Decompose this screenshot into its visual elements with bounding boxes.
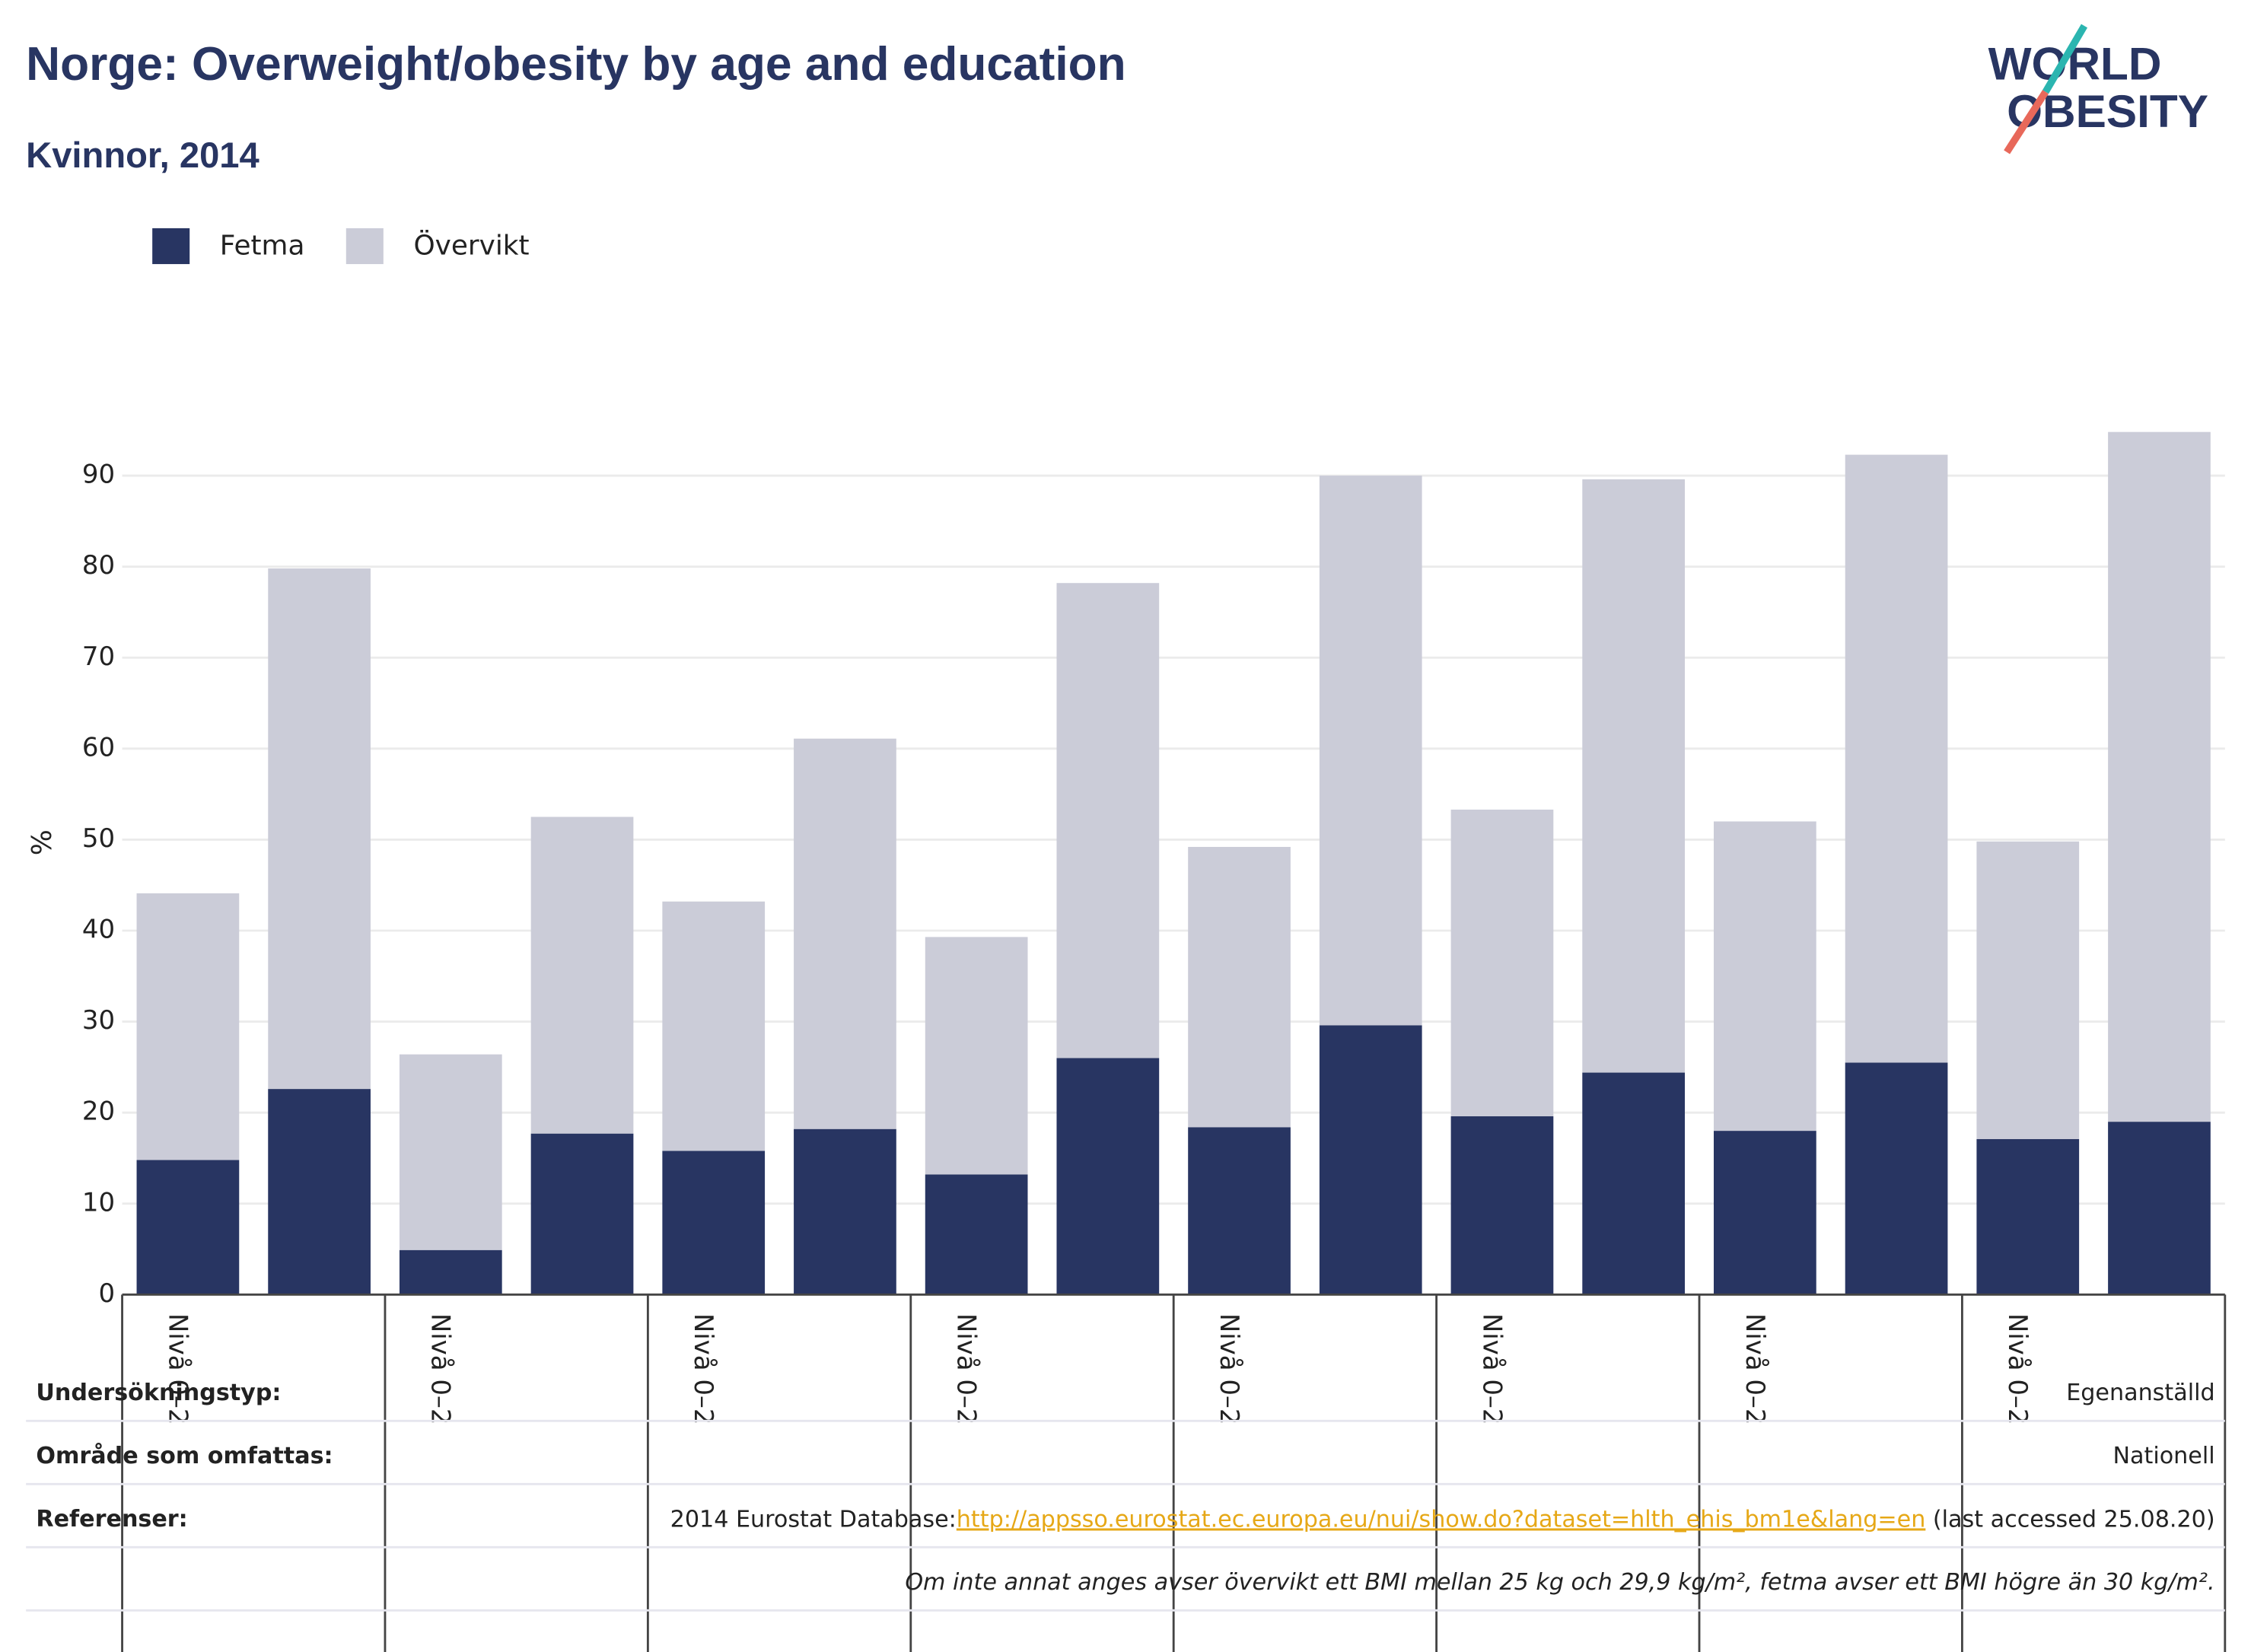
logo: WORLD OBESITY — [1988, 24, 2208, 154]
bar-segment — [1319, 476, 1422, 1026]
legend-label: Fetma — [220, 230, 305, 261]
y-tick-label: 40 — [82, 915, 115, 945]
bar-segment — [2108, 431, 2211, 1122]
bar-segment — [268, 1089, 371, 1295]
bar-segment — [136, 893, 240, 1160]
bar-segment — [1845, 1062, 1948, 1295]
x-tick-label: Nivå 0–2 — [1214, 1313, 1244, 1425]
bar-segment — [925, 1174, 1028, 1295]
reference-prefix: 2014 Eurostat Database: — [670, 1506, 957, 1533]
legend-label: Övervikt — [413, 229, 529, 261]
x-tick-label: Nivå 0–2 — [688, 1313, 718, 1425]
chart-subtitle: Kvinnor, 2014 — [26, 135, 259, 175]
info-label: Undersökningstyp: — [36, 1380, 281, 1406]
logo-slash — [2004, 90, 2049, 154]
bar-segment — [1845, 454, 1948, 1063]
bar-segment — [1450, 1116, 1554, 1295]
reference-suffix: (last accessed 25.08.20) — [1925, 1506, 2214, 1533]
bar-segment — [662, 901, 766, 1151]
bar-segment — [1188, 1127, 1291, 1295]
info-label: Område som omfattas: — [36, 1442, 333, 1469]
bar-segment — [1976, 1138, 2080, 1295]
y-tick-label: 30 — [82, 1005, 115, 1036]
bar-segment — [662, 1151, 766, 1295]
y-tick-label: 50 — [82, 823, 115, 854]
bar-segment — [136, 1160, 240, 1295]
info-label: Referenser: — [36, 1506, 187, 1533]
info-value: Egenanställd — [2066, 1380, 2214, 1406]
bar-segment — [1056, 1058, 1160, 1295]
x-tick-label: Nivå 0–2 — [425, 1313, 456, 1425]
y-tick-label: 60 — [82, 732, 115, 762]
bar-segment — [530, 1133, 634, 1295]
legend-swatch — [345, 228, 384, 265]
bar-segment — [794, 1128, 896, 1295]
y-axis-label: % — [27, 829, 58, 855]
y-tick-label: 90 — [82, 460, 115, 490]
bar-segment — [399, 1054, 502, 1250]
x-tick-label: Nivå 0–2 — [162, 1313, 193, 1425]
bar-segment — [925, 937, 1028, 1175]
reference: 2014 Eurostat Database:http://appsso.eur… — [670, 1506, 2215, 1533]
bar-segment — [1582, 479, 1686, 1073]
logo-slash — [2042, 24, 2088, 94]
chart-title: Norge: Overweight/obesity by age and edu… — [26, 38, 1126, 91]
x-tick-label: Nivå 0–2 — [951, 1313, 982, 1425]
bar-segment — [1056, 583, 1160, 1058]
bar-segment — [1976, 841, 2080, 1139]
bar-segment — [1450, 809, 1554, 1116]
bar-segment — [1319, 1025, 1422, 1295]
note: Om inte annat anges avser övervikt ett B… — [905, 1569, 2214, 1596]
y-tick-label: 70 — [82, 641, 115, 672]
bar-segment — [2108, 1122, 2211, 1295]
info-value: Nationell — [2113, 1443, 2214, 1469]
bar-segment — [1188, 846, 1291, 1128]
y-tick-label: 10 — [82, 1187, 115, 1218]
y-tick-label: 20 — [82, 1097, 115, 1127]
bar-segment — [399, 1249, 502, 1295]
x-tick-label: Nivå 0–2 — [1740, 1313, 1770, 1425]
bar-segment — [530, 816, 634, 1134]
bar-segment — [1714, 821, 1816, 1132]
legend-swatch — [152, 228, 190, 265]
bar-segment — [268, 568, 371, 1090]
y-tick-label: 80 — [82, 550, 115, 581]
y-tick-label: 0 — [99, 1278, 116, 1309]
bar-segment — [1714, 1131, 1816, 1295]
reference-link: http://appsso.eurostat.ec.europa.eu/nui/… — [957, 1506, 1926, 1533]
bar-segment — [794, 738, 896, 1129]
x-tick-label: Nivå 0–2 — [2002, 1313, 2033, 1425]
bar-segment — [1582, 1072, 1686, 1295]
x-tick-label: Nivå 0–2 — [1476, 1313, 1507, 1425]
